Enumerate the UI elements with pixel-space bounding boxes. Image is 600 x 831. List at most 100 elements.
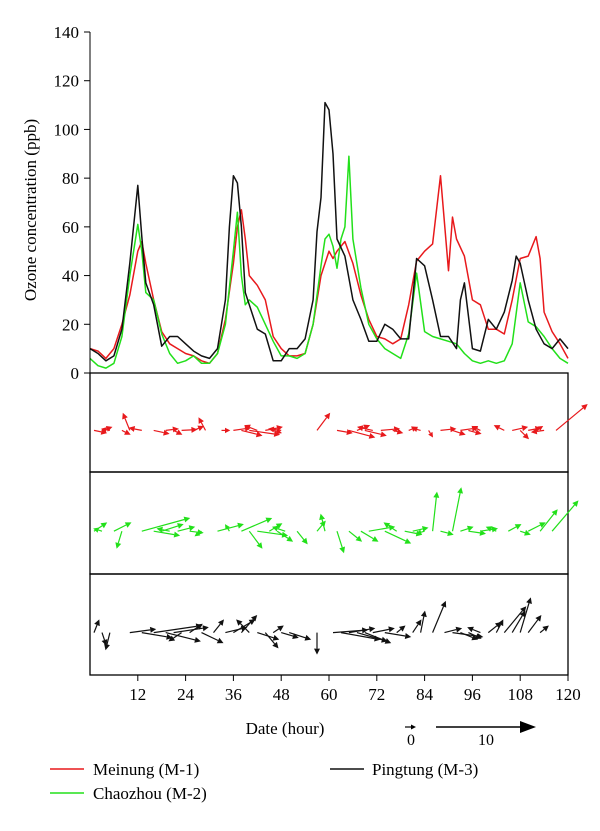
wind-vector (257, 632, 274, 639)
wind-vector-head (526, 597, 532, 604)
wind-vector (519, 602, 530, 633)
wind-vector (93, 624, 98, 633)
wind-vector-head (292, 633, 299, 639)
wind-vector-head (265, 517, 273, 524)
wind-vector-head (467, 525, 474, 532)
y-tick-label-80: 80 (62, 169, 79, 188)
wind-vector-head (202, 625, 209, 632)
wind-vector-head (268, 426, 275, 433)
wind-vector (181, 429, 192, 431)
wind-vector (348, 429, 370, 437)
wind-vector-head (514, 524, 522, 530)
wind-vector (336, 531, 343, 548)
series-line-chaozhou (89, 155, 569, 369)
wind-vector-head (175, 429, 183, 435)
wind-vector-head (539, 522, 546, 528)
wind-vector (336, 429, 348, 433)
wind-vector-head (272, 641, 279, 649)
wind-vector (528, 428, 536, 431)
wind-vector-head (572, 500, 579, 507)
wind-vector (165, 632, 196, 641)
wind-vector-head (216, 637, 224, 644)
x-tick-label-36: 36 (225, 685, 242, 704)
wind-vector (277, 528, 286, 532)
wind-vector (360, 530, 374, 540)
x-tick-label-96: 96 (464, 685, 481, 704)
wind-vector (141, 632, 167, 638)
wind-vector (134, 428, 142, 431)
wind-vector (141, 518, 185, 532)
wind-vector-head (122, 412, 128, 420)
wind-vector (476, 428, 481, 431)
wind-vector (468, 530, 481, 534)
wind-vector (273, 428, 282, 431)
wind-vector (124, 418, 131, 431)
wind-vector-head (368, 626, 376, 633)
wind-vector (440, 530, 449, 534)
wind-vector-head (173, 531, 181, 538)
wind-vector-head (485, 526, 493, 532)
wind-vector-head (281, 531, 289, 538)
wind-vector (388, 525, 398, 532)
x-tick-label-24: 24 (177, 685, 195, 704)
wind-vector-head (225, 524, 230, 530)
wind-vector-head (188, 525, 196, 532)
wind-vector (129, 629, 151, 634)
x-tick-label-120: 120 (555, 685, 581, 704)
wind-vector-head (519, 610, 526, 618)
wind-vector (384, 530, 406, 542)
wind-vector-head (324, 412, 331, 420)
ozone-line-plot: 0 20 40 60 80 100 120 140 Ozone concentration (… (21, 23, 569, 383)
wind-vector (227, 527, 230, 532)
wind-vector-head (124, 429, 131, 435)
wind-vector-head (286, 535, 294, 542)
x-tick-label-108: 108 (507, 685, 533, 704)
y-axis-ticks: 0 20 40 60 80 100 120 140 (54, 23, 90, 383)
wind-vector (452, 429, 461, 434)
wind-vector-head (455, 626, 463, 633)
wind-vector-head (251, 615, 258, 622)
wind-vector (316, 417, 328, 431)
wind-vector (527, 619, 539, 633)
wind-vector (348, 530, 358, 539)
wind-vector (240, 619, 254, 633)
x-tick-label-48: 48 (273, 685, 290, 704)
wind-vector (213, 623, 221, 633)
legend-label-pingtung: Pingtung (M-3) (372, 760, 478, 779)
wind-vector (239, 623, 250, 634)
wind-vector (201, 632, 219, 642)
wind-vector (416, 428, 421, 431)
wind-vector (432, 606, 445, 633)
wind-vector (249, 426, 258, 431)
legend-item-chaozhou: Chaozhou (M-2) (50, 784, 207, 803)
wind-vector (460, 428, 473, 431)
wind-vector-head (474, 633, 482, 639)
wind-panel-meinung (89, 372, 588, 473)
wind-vector (512, 427, 523, 431)
wind-vector (508, 526, 517, 532)
wind-vector (106, 632, 111, 645)
wind-vector-head (420, 610, 427, 618)
wind-vector-head (319, 513, 325, 521)
y-tick-label-120: 120 (54, 72, 80, 91)
wind-vector-head (163, 429, 170, 436)
wind-vector-head (399, 625, 406, 632)
wind-vector (248, 530, 260, 545)
wind-vector-head (371, 536, 379, 542)
wind-vector-head (346, 429, 353, 435)
wind-vector-head (415, 619, 422, 626)
wind-vector-head (196, 623, 203, 630)
wind-vector (165, 428, 173, 431)
wind-vector (460, 528, 469, 532)
wind-vector (113, 524, 127, 532)
wind-vector-head (535, 615, 542, 622)
wind-vector (392, 429, 398, 433)
series-line-meinung (89, 174, 569, 365)
wind-vector-head (415, 529, 422, 535)
wind-vector-head (244, 424, 251, 431)
wind-scale-zero-label: 0 (407, 732, 415, 749)
wind-vector-head (537, 426, 544, 431)
wind-vector (162, 529, 170, 532)
wind-vector-head (396, 428, 404, 435)
